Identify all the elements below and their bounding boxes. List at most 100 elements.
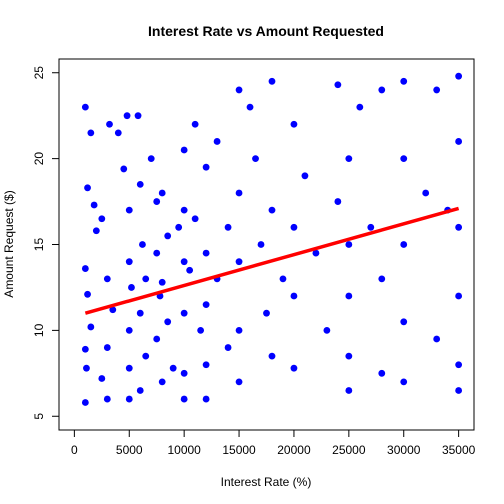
data-point bbox=[125, 326, 133, 334]
data-point bbox=[128, 284, 135, 291]
data-point bbox=[345, 292, 353, 300]
data-points bbox=[81, 72, 463, 406]
data-point bbox=[125, 395, 133, 403]
data-point bbox=[257, 241, 265, 248]
data-point bbox=[83, 364, 90, 372]
data-point bbox=[142, 352, 150, 360]
data-point bbox=[455, 387, 463, 394]
data-point bbox=[263, 309, 270, 317]
data-point bbox=[290, 364, 298, 372]
data-point bbox=[213, 138, 221, 145]
x-tick-label: 20000 bbox=[277, 443, 311, 457]
data-point bbox=[400, 241, 408, 248]
data-point bbox=[191, 120, 199, 128]
data-point bbox=[103, 275, 111, 283]
data-point bbox=[202, 163, 210, 171]
data-point bbox=[400, 77, 408, 85]
data-point bbox=[202, 249, 210, 257]
x-tick-label: 5000 bbox=[116, 443, 143, 457]
data-point bbox=[455, 292, 463, 300]
data-point bbox=[455, 138, 463, 145]
data-point bbox=[378, 86, 386, 94]
data-point bbox=[81, 345, 89, 353]
data-point bbox=[158, 378, 166, 386]
data-point bbox=[153, 249, 161, 257]
data-point bbox=[290, 120, 298, 128]
data-point bbox=[134, 112, 142, 120]
data-point bbox=[367, 223, 375, 231]
data-point bbox=[125, 258, 133, 266]
data-point bbox=[235, 258, 243, 266]
y-tick-label: 5 bbox=[32, 413, 46, 420]
data-point bbox=[125, 364, 133, 372]
data-point bbox=[180, 206, 188, 214]
data-point bbox=[81, 265, 89, 272]
data-point bbox=[235, 189, 243, 197]
data-point bbox=[81, 399, 89, 406]
y-axis: 5 10 15 20 25 bbox=[32, 66, 59, 420]
data-point bbox=[400, 318, 408, 326]
y-tick-label: 25 bbox=[32, 66, 46, 80]
data-point bbox=[455, 361, 463, 369]
y-tick-label: 20 bbox=[32, 152, 46, 166]
data-point bbox=[312, 249, 320, 257]
data-point bbox=[87, 323, 95, 331]
data-point bbox=[164, 232, 172, 240]
x-tick-label: 0 bbox=[71, 443, 78, 457]
data-point bbox=[84, 184, 91, 192]
data-point bbox=[90, 201, 98, 209]
data-point bbox=[139, 241, 146, 248]
data-point bbox=[180, 309, 188, 317]
data-point bbox=[103, 395, 111, 403]
data-point bbox=[169, 364, 177, 372]
data-point bbox=[290, 223, 298, 231]
data-point bbox=[433, 86, 441, 94]
data-point bbox=[123, 112, 131, 120]
data-point bbox=[400, 378, 408, 386]
data-point bbox=[235, 326, 243, 334]
data-point bbox=[252, 155, 259, 163]
data-point bbox=[180, 258, 188, 266]
data-point bbox=[345, 352, 353, 360]
data-point bbox=[246, 103, 254, 111]
data-point bbox=[180, 146, 188, 154]
data-point bbox=[345, 241, 353, 248]
x-axis: 0 5000 10000 15000 20000 25000 30000 35000 bbox=[71, 430, 476, 457]
data-point bbox=[290, 292, 298, 300]
data-point bbox=[98, 215, 106, 223]
data-point bbox=[92, 227, 100, 235]
data-point bbox=[197, 326, 205, 334]
data-point bbox=[422, 189, 430, 197]
data-point bbox=[84, 290, 91, 298]
data-point bbox=[202, 395, 210, 403]
x-axis-label: Interest Rate (%) bbox=[221, 475, 312, 489]
data-point bbox=[301, 172, 309, 180]
data-point bbox=[268, 77, 276, 85]
data-point bbox=[378, 369, 386, 377]
data-point bbox=[202, 361, 210, 369]
data-point bbox=[235, 378, 243, 386]
data-point bbox=[268, 206, 276, 214]
data-point bbox=[147, 155, 155, 163]
y-tick-label: 10 bbox=[32, 323, 46, 337]
data-point bbox=[106, 120, 113, 128]
x-tick-label: 10000 bbox=[167, 443, 201, 457]
data-point bbox=[114, 129, 122, 137]
x-tick-label: 15000 bbox=[222, 443, 256, 457]
data-point bbox=[103, 344, 111, 351]
data-point bbox=[158, 189, 166, 197]
data-point bbox=[136, 180, 144, 188]
x-tick-label: 35000 bbox=[442, 443, 476, 457]
data-point bbox=[235, 86, 243, 94]
data-point bbox=[175, 223, 183, 231]
y-tick-label: 15 bbox=[32, 238, 46, 252]
data-point bbox=[109, 306, 117, 314]
y-axis-label: Amount Request ($) bbox=[2, 190, 16, 297]
data-point bbox=[455, 223, 463, 231]
data-point bbox=[153, 335, 161, 343]
data-point bbox=[279, 275, 287, 283]
data-point bbox=[81, 103, 89, 111]
data-point bbox=[455, 72, 463, 80]
